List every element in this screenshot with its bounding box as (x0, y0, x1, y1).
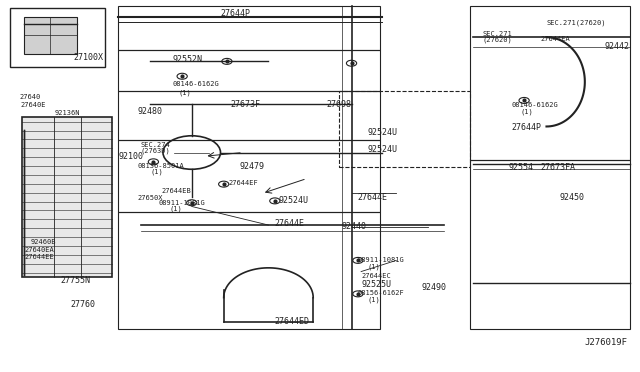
Text: 27640: 27640 (19, 94, 40, 100)
Text: SEC.271(27620): SEC.271(27620) (547, 20, 606, 26)
Text: (1): (1) (150, 169, 163, 175)
Text: 27644EB: 27644EB (162, 188, 191, 194)
Text: 92480: 92480 (138, 107, 163, 116)
Text: (1): (1) (179, 90, 192, 96)
Text: 27644EF: 27644EF (229, 180, 259, 186)
Text: 92442: 92442 (604, 42, 629, 51)
Text: 27100X: 27100X (74, 53, 104, 62)
Text: 08136-8501A: 08136-8501A (138, 163, 184, 169)
Text: J276019F: J276019F (585, 339, 628, 347)
Text: SEC.271: SEC.271 (483, 31, 512, 37)
FancyBboxPatch shape (24, 17, 77, 54)
Text: (2763D): (2763D) (141, 147, 170, 154)
Text: 27673FA: 27673FA (540, 163, 575, 172)
Text: 27640E: 27640E (20, 102, 46, 108)
Text: (1): (1) (367, 296, 380, 303)
Text: 27644P: 27644P (221, 9, 250, 17)
Text: 92552N: 92552N (173, 55, 203, 64)
Text: (1): (1) (367, 263, 380, 270)
Text: 92100: 92100 (118, 153, 143, 161)
Text: 27644E: 27644E (275, 219, 305, 228)
Text: 27644ED: 27644ED (275, 317, 310, 326)
Text: 27698: 27698 (326, 100, 351, 109)
Text: 92554: 92554 (508, 163, 533, 172)
Text: 08911-1081G: 08911-1081G (159, 200, 205, 206)
Text: (1): (1) (170, 205, 182, 212)
Text: 92440: 92440 (342, 222, 367, 231)
Text: 92524U: 92524U (367, 128, 397, 137)
Text: 27650X: 27650X (138, 195, 163, 201)
Text: 27760: 27760 (70, 300, 95, 309)
Text: 92450: 92450 (559, 193, 584, 202)
Text: 92136N: 92136N (54, 110, 80, 116)
Text: (1): (1) (521, 108, 534, 115)
FancyBboxPatch shape (22, 117, 112, 277)
Text: 27644EA: 27644EA (540, 36, 570, 42)
Text: (27620): (27620) (483, 36, 512, 43)
Text: 92525U: 92525U (361, 280, 391, 289)
Text: 08146-6162G: 08146-6162G (511, 102, 558, 108)
Text: 27644EC: 27644EC (361, 273, 391, 279)
Text: 27644P: 27644P (511, 123, 541, 132)
Text: 08146-6162G: 08146-6162G (173, 81, 220, 87)
Text: 08911-1081G: 08911-1081G (358, 257, 404, 263)
Text: 27644E: 27644E (358, 193, 388, 202)
Text: 92524U: 92524U (278, 196, 308, 205)
Text: 92460B: 92460B (31, 239, 56, 245)
Text: 92524U: 92524U (367, 145, 397, 154)
Text: SEC.274: SEC.274 (141, 142, 170, 148)
Text: 27640EA: 27640EA (24, 247, 54, 253)
Text: 08156-6162F: 08156-6162F (358, 290, 404, 296)
Text: 27673F: 27673F (230, 100, 260, 109)
Text: 27755N: 27755N (61, 276, 91, 285)
Text: 27644EE: 27644EE (24, 254, 54, 260)
Text: 92490: 92490 (422, 283, 447, 292)
Text: 92479: 92479 (240, 162, 265, 171)
